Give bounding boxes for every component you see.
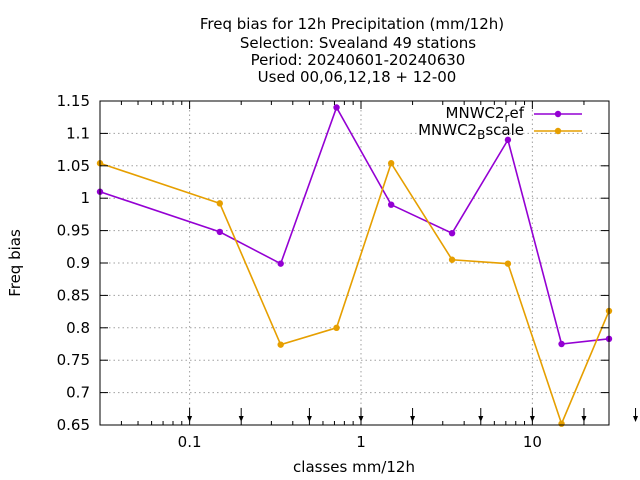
legend-label-main: MNWC2 — [446, 104, 505, 122]
y-axis-label: Freq bias — [6, 229, 24, 297]
legend-label-subscript: B — [477, 128, 485, 142]
title-line-2: Selection: Svealand 49 stations — [240, 34, 476, 52]
series-point-1 — [448, 229, 456, 237]
series-point-1 — [558, 340, 565, 348]
title-line-3: Period: 20240601-20240630 — [251, 51, 466, 69]
series-layer — [96, 104, 613, 427]
legend-label-main: MNWC2 — [418, 121, 477, 139]
x-tick-label: 10 — [523, 433, 542, 451]
x-axis-label: classes mm/12h — [293, 458, 415, 476]
class-arrow-head — [306, 416, 312, 422]
legend-label-tail: ef — [509, 104, 524, 122]
y-tick-label: 0.85 — [57, 286, 90, 304]
class-arrow-head — [581, 416, 587, 422]
class-arrow-head — [238, 416, 244, 422]
title-line-1: Freq bias for 12h Precipitation (mm/12h) — [200, 15, 504, 33]
title-line-4: Used 00,06,12,18 + 12-00 — [258, 68, 457, 86]
x-tick-label: 1 — [356, 433, 366, 451]
series-point-2 — [558, 420, 565, 427]
y-tick-label: 1.15 — [57, 92, 90, 110]
class-arrow-head — [478, 416, 484, 422]
series-point-2 — [448, 256, 456, 263]
y-tick-label: 0.9 — [66, 254, 90, 272]
y-tick-label: 1.05 — [57, 157, 90, 175]
y-tick-label: 0.7 — [66, 384, 90, 402]
series-point-1 — [333, 104, 340, 111]
x-axis: 0.1 1 10 — [120, 101, 585, 451]
legend-marker-1 — [554, 110, 562, 118]
grid — [100, 101, 609, 425]
class-arrow-head — [633, 416, 639, 422]
series-point-2 — [277, 341, 284, 348]
y-tick-label: 0.75 — [57, 351, 90, 369]
y-tick-label: 1 — [80, 189, 90, 207]
y-tick-label: 0.8 — [66, 319, 90, 337]
series-point-1 — [504, 136, 512, 144]
series-point-2 — [333, 324, 340, 331]
legend-label-subscript: r — [505, 111, 510, 125]
series-point-2 — [216, 200, 223, 207]
series-point-1 — [387, 201, 395, 208]
series-point-1 — [216, 228, 223, 236]
legend-marker-2 — [554, 127, 562, 135]
series-point-2 — [504, 260, 512, 267]
class-arrow-markers — [187, 408, 639, 422]
legend-label-1: MNWC2ref — [446, 104, 525, 125]
y-tick-label: 0.95 — [57, 222, 90, 240]
class-arrow-head — [410, 416, 416, 422]
y-tick-label: 1.1 — [66, 124, 90, 142]
series-point-1 — [277, 260, 284, 267]
legend-label-2: MNWC2Bscale — [418, 121, 524, 142]
x-tick-label: 0.1 — [178, 433, 202, 451]
y-axis: 0.65 0.7 0.75 0.8 0.85 0.9 0.95 1 1.05 1.1 1.15 — [57, 92, 609, 434]
series-point-2 — [387, 160, 395, 167]
legend-label-tail: scale — [485, 121, 524, 139]
chart-title: Freq bias for 12h Precipitation (mm/12h)… — [200, 15, 504, 86]
y-tick-label: 0.65 — [57, 416, 90, 434]
